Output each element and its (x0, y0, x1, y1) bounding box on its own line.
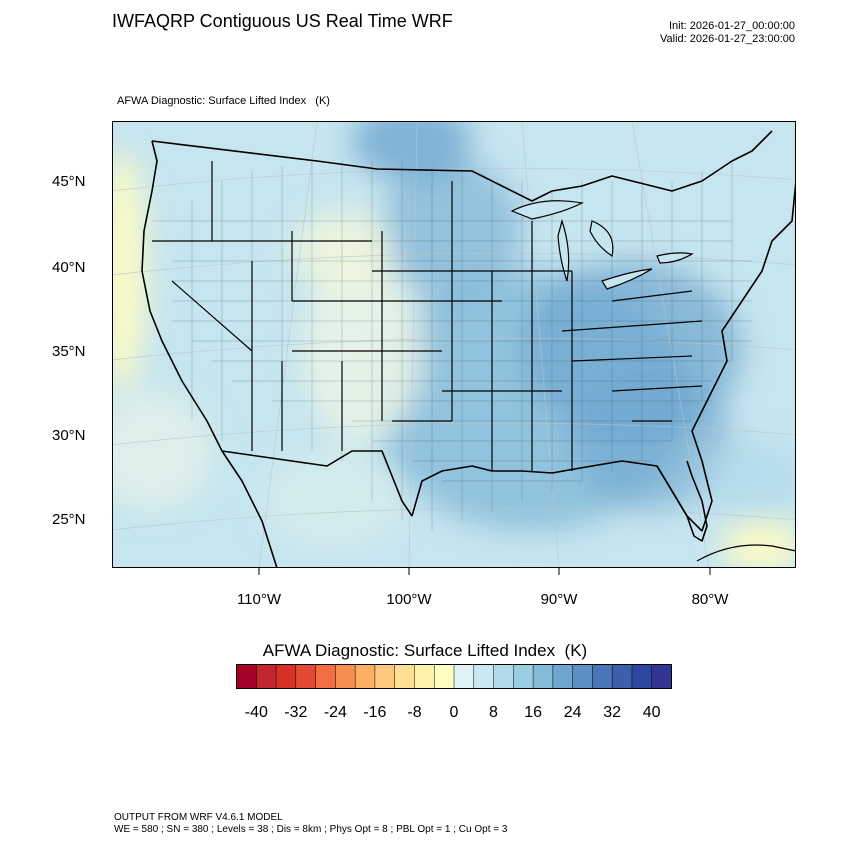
colorbar-cell (513, 664, 534, 689)
colorbar-label: 24 (563, 704, 582, 721)
colorbar-cell (493, 664, 514, 689)
lake-erie (601, 268, 653, 290)
colorbar-cell (354, 664, 376, 689)
colorbar-cell (572, 664, 593, 689)
colorbar-cell (532, 664, 554, 689)
field-blob (352, 121, 472, 181)
colorbar-label: -8 (407, 704, 422, 721)
colorbar-cell (414, 664, 435, 689)
colorbar-cell (374, 664, 396, 689)
lat-label-45n: 45°N (52, 173, 86, 190)
lon-label-80w: 80°W (691, 591, 729, 608)
lon-ticks (258, 567, 711, 575)
colorbar (236, 664, 672, 689)
state-borders (152, 161, 703, 471)
colorbar-cell (631, 664, 653, 689)
valid-time: Valid: 2026-01-27_23:00:00 (660, 33, 795, 45)
graticule-line (521, 121, 560, 568)
colorbar-label: -24 (323, 704, 347, 721)
colorbar-label: 8 (489, 704, 498, 721)
graticule-line (258, 121, 318, 568)
graticule-line (408, 121, 418, 568)
forecast-map (112, 121, 796, 568)
plot-title: IWFAQRP Contiguous US Real Time WRF (112, 11, 453, 31)
lake-superior (510, 200, 584, 220)
lake-michigan (557, 218, 570, 282)
graticule-line (112, 252, 796, 276)
colorbar-cell (651, 664, 672, 689)
colorbar-cell (275, 664, 297, 689)
lat-label-40n: 40°N (52, 259, 86, 276)
canada-border (151, 130, 773, 202)
east-coast (691, 180, 796, 532)
graticule-line (112, 337, 796, 361)
field-blob (112, 391, 212, 511)
colorbar-cell (611, 664, 633, 689)
colorbar-cell (394, 664, 415, 689)
colorbar-label: 32 (603, 704, 622, 721)
colorbar-label: 0 (449, 704, 459, 721)
lon-label-110w: 110°W (236, 591, 282, 608)
map-frame (112, 121, 796, 568)
colorbar-cell (453, 664, 475, 689)
graticule-line (631, 121, 710, 568)
graticule-line (112, 507, 796, 531)
colorbar-label: 40 (642, 704, 661, 721)
colorbar-cell (552, 664, 574, 689)
field-blob (262, 451, 402, 551)
graticule-line (112, 422, 796, 446)
colorbar-cell (592, 664, 613, 689)
lake-ontario (656, 252, 694, 264)
colorbar-cell (295, 664, 317, 689)
colorbar-label: -16 (363, 704, 387, 721)
lat-label-30n: 30°N (52, 427, 86, 444)
model-info-line2: WE = 580 ; SN = 380 ; Levels = 38 ; Dis … (114, 824, 508, 835)
lat-label-35n: 35°N (52, 343, 86, 360)
colorbar-cell (236, 664, 257, 689)
colorbar-cell (335, 664, 356, 689)
lon-label-90w: 90°W (540, 591, 578, 608)
lon-label-100w: 100°W (386, 591, 432, 608)
colorbar-label: 16 (524, 704, 542, 721)
model-info-line1: OUTPUT FROM WRF V4.6.1 MODEL (114, 812, 283, 823)
lake-huron (589, 220, 614, 257)
colorbar-label: -32 (284, 704, 308, 721)
field-blob (702, 441, 796, 521)
colorbar-cell (473, 664, 495, 689)
colorbar-frame (236, 664, 672, 689)
init-time: Init: 2026-01-27_00:00:00 (669, 20, 795, 32)
west-coast (141, 140, 278, 568)
field-subtitle: AFWA Diagnostic: Surface Lifted Index (K… (117, 95, 330, 107)
colorbar-cell (433, 664, 455, 689)
colorbar-label: -40 (244, 704, 268, 721)
colorbar-cell (256, 664, 277, 689)
mexico-border (221, 450, 413, 517)
field-blob (112, 151, 147, 391)
colorbar-title: AFWA Diagnostic: Surface Lifted Index (K… (262, 641, 588, 660)
cuba (696, 544, 796, 562)
florida (656, 460, 708, 542)
colorbar-cell (315, 664, 336, 689)
graticule-line (112, 167, 796, 192)
lat-label-25n: 25°N (52, 511, 86, 528)
field-blob (722, 516, 796, 568)
